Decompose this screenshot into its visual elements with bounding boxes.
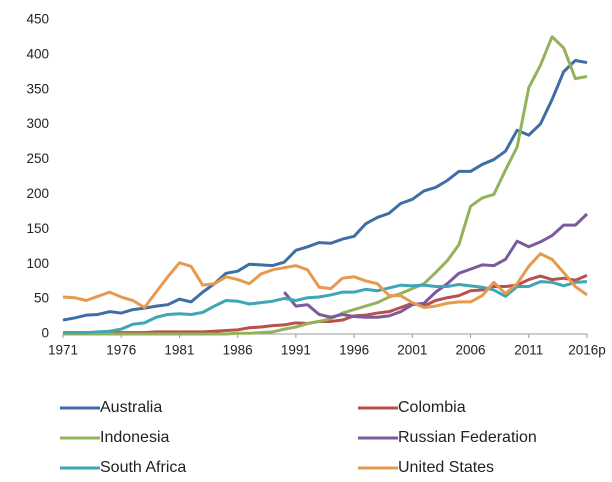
y-tick-label: 400 — [26, 46, 49, 61]
y-tick-label: 250 — [26, 151, 49, 166]
y-tick-label: 150 — [26, 221, 49, 236]
x-tick-label: 1971 — [48, 343, 78, 358]
legend-label: Russian Federation — [398, 429, 537, 446]
x-tick-label: 2001 — [397, 343, 427, 358]
y-tick-label: 450 — [26, 12, 49, 27]
y-tick-label: 0 — [41, 326, 49, 341]
legend-label: Colombia — [398, 399, 466, 416]
legend-label: Australia — [100, 399, 162, 416]
y-tick-label: 200 — [26, 186, 49, 201]
legend-label: United States — [398, 459, 494, 476]
x-tick-label: 2011 — [514, 343, 543, 358]
series-line — [62, 58, 588, 322]
x-tick-label: 1981 — [164, 343, 194, 358]
x-tick-label: 1976 — [106, 343, 136, 358]
x-tick-label: 2006 — [456, 343, 486, 358]
legend-label: South Africa — [100, 459, 186, 476]
x-tick-label: 1986 — [223, 343, 253, 358]
y-tick-label: 100 — [26, 256, 49, 271]
x-tick-label: 1991 — [281, 343, 311, 358]
y-tick-label: 350 — [26, 81, 49, 96]
y-tick-label: 50 — [34, 291, 49, 306]
legend-label: Indonesia — [100, 429, 169, 446]
series-line — [63, 35, 588, 336]
y-tick-label: 300 — [26, 116, 49, 131]
series-line — [283, 212, 589, 319]
x-tick-label: 2016p — [568, 343, 606, 358]
x-tick-label: 1996 — [339, 343, 369, 358]
series-line — [63, 280, 588, 335]
series-line — [62, 252, 588, 309]
